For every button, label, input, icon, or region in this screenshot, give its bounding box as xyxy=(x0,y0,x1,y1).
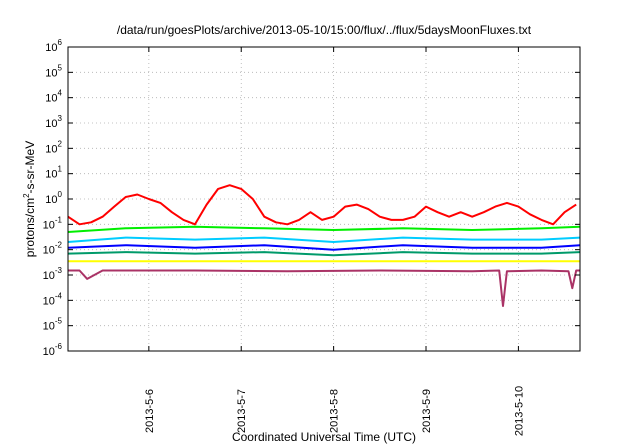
chart-title: /data/run/goesPlots/archive/2013-05-10/1… xyxy=(117,23,532,37)
x-tick-label: 2013-5-8 xyxy=(329,389,341,433)
x-axis-label: Coordinated Universal Time (UTC) xyxy=(232,430,416,444)
series-layer xyxy=(67,184,581,307)
y-tick-label: 104 xyxy=(45,89,62,105)
x-tick-label: 2013-5-10 xyxy=(513,386,525,436)
y-tick-label: 10-4 xyxy=(43,291,63,307)
x-tick-label: 2013-5-7 xyxy=(236,389,248,433)
y-tick-label: 10-2 xyxy=(43,241,63,257)
y-tick-label: 10-6 xyxy=(43,342,63,358)
y-tick-label: 100 xyxy=(45,190,62,206)
y-tick-label: 101 xyxy=(45,165,62,181)
y-tick-label: 10-1 xyxy=(43,215,63,231)
series-line-7 xyxy=(68,269,580,307)
y-tick-label: 10-5 xyxy=(43,317,63,333)
y-tick-label: 103 xyxy=(45,114,62,130)
series-line-5 xyxy=(67,251,581,257)
y-ticks: 10-6 10-5 10-4 10-3 10-2 10-1 100 101 102 103 104 1… xyxy=(43,38,580,358)
x-ticks: 2013-5-6 2013-5-7 2013-5-8 2013-5-9 2013-5-1… xyxy=(144,47,525,436)
y-tick-label: 10-3 xyxy=(43,266,63,282)
x-tick-label: 2013-5-9 xyxy=(421,389,433,433)
series-line-3 xyxy=(67,236,581,243)
y-tick-label: 106 xyxy=(45,38,62,54)
y-tick-label: 105 xyxy=(45,63,62,79)
y-tick-label: 102 xyxy=(45,139,62,155)
series-line-2 xyxy=(67,225,581,233)
series-line-1 xyxy=(67,184,577,226)
y-axis-label: protons/cm2-s-sr-MeV xyxy=(22,141,37,257)
series-line-4 xyxy=(67,244,581,251)
x-tick-label: 2013-5-6 xyxy=(144,389,156,433)
